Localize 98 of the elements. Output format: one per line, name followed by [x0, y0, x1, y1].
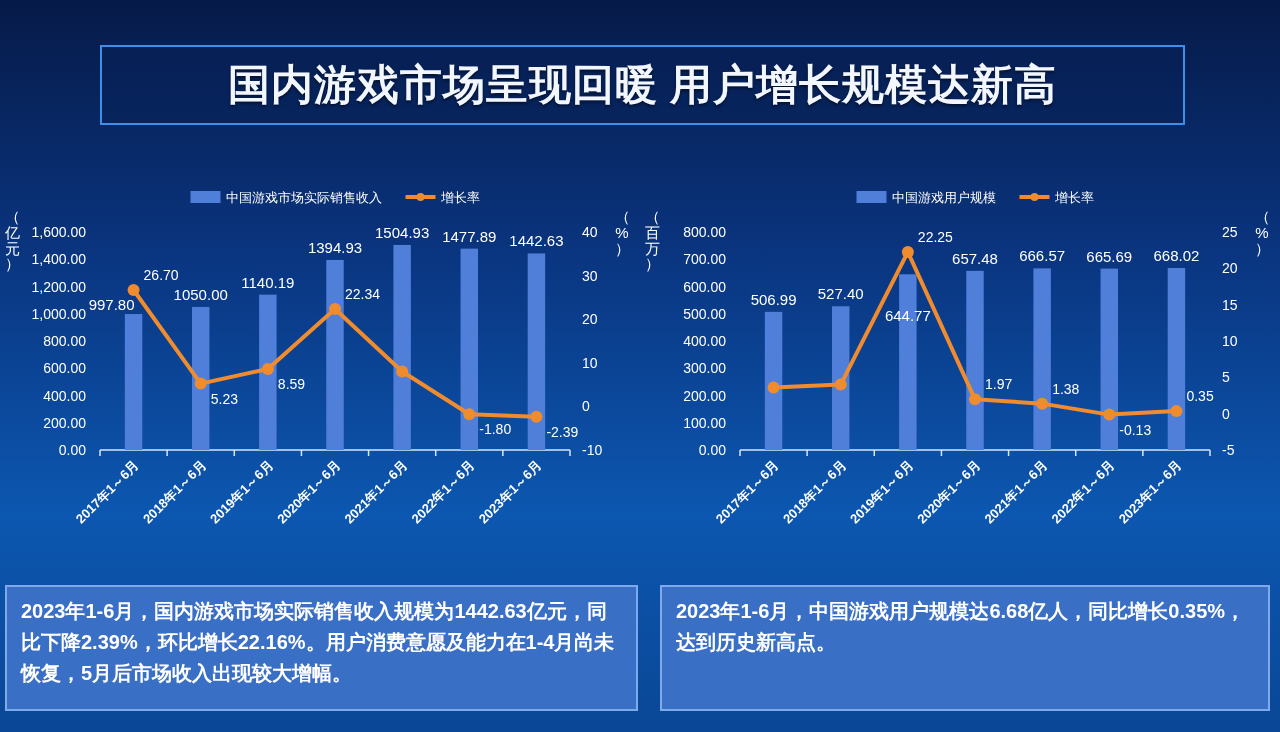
y-tick-label: 400.00 [43, 387, 87, 404]
legend-item: 增长率 [1019, 190, 1094, 205]
text: 国内游戏市场呈现回暖 用户增长规模达新高 [227, 60, 1058, 110]
y-axis-title: （百万） [644, 208, 660, 273]
y-tick-label: 100.00 [683, 414, 727, 431]
y-tick-label: 1,600.00 [31, 224, 87, 240]
y-tick-label: 1,400.00 [31, 251, 87, 268]
y2-tick-label: 10 [582, 354, 598, 371]
point [834, 378, 847, 391]
legend-item: 中国游戏用户规模 [856, 190, 996, 205]
y2-tick-label: -5 [1222, 442, 1235, 458]
bar [527, 253, 546, 450]
bar [1033, 268, 1051, 450]
text: 2023年1-6月，中国游戏用户规模达6.68亿人，同比增长0.35%，达到历史新高点。 [676, 599, 1247, 655]
data-label: 1140.19 [241, 273, 295, 291]
y2-tick-label: 15 [1222, 296, 1238, 313]
y2-axis-title: （%） [614, 208, 630, 257]
y2-tick-label: 40 [582, 224, 598, 240]
data-label: -1.80 [479, 421, 512, 438]
data-label: 997.80 [88, 296, 135, 314]
y2-tick-label: 10 [1222, 333, 1238, 349]
data-label: 8.59 [277, 375, 306, 392]
y2-tick-label: 5 [1222, 369, 1230, 386]
data-label: 5.23 [210, 390, 239, 407]
point [530, 410, 543, 423]
data-label: 22.34 [345, 286, 381, 302]
bar [191, 306, 210, 450]
data-label: 657.48 [952, 249, 998, 267]
y2-axis-title: （%） [1254, 208, 1270, 257]
data-label: 1477.89 [442, 227, 497, 245]
data-label: 527.40 [817, 285, 864, 303]
point [767, 381, 780, 394]
bar [393, 244, 411, 450]
y-tick-label: 1,000.00 [31, 305, 87, 322]
data-label: 506.99 [750, 290, 797, 308]
point [329, 303, 341, 315]
bar [326, 259, 344, 450]
y-tick-label: 700.00 [683, 251, 727, 268]
data-label: 22.25 [917, 228, 954, 245]
data-label: 1050.00 [173, 285, 228, 303]
data-label: 1394.93 [307, 238, 363, 256]
point [396, 365, 409, 378]
data-label: 644.77 [884, 307, 931, 325]
y-tick-label: 800.00 [43, 333, 87, 349]
data-label: 26.70 [143, 266, 179, 283]
y2-tick-label: -10 [582, 442, 603, 458]
point [463, 408, 476, 421]
point [194, 377, 207, 390]
bar [460, 248, 479, 450]
y2-tick-label: 0 [582, 398, 590, 415]
y2-tick-label: 20 [1222, 260, 1238, 277]
y-tick-label: 0.00 [698, 442, 727, 458]
legend-item: 中国游戏市场实际销售收入 [190, 190, 382, 205]
y2-tick-label: 0 [1222, 405, 1230, 422]
point [1170, 405, 1183, 418]
y-tick-label: 800.00 [683, 224, 727, 240]
data-label: 1.38 [1052, 380, 1080, 397]
y-axis-title: （亿元） [3, 208, 20, 273]
bar [1167, 267, 1186, 450]
point [127, 283, 140, 296]
bar [764, 311, 783, 450]
data-label: 668.02 [1153, 246, 1200, 264]
data-label: 1504.93 [375, 223, 430, 241]
y-tick-label: 0.00 [58, 442, 87, 458]
y-tick-label: 200.00 [683, 387, 727, 404]
y2-tick-label: 20 [582, 311, 598, 328]
legend-label: 增长率 [1053, 190, 1094, 205]
text: 2023年1-6月，国内游戏市场实际销售收入规模为1442.63亿元，同比下降2.39%，环比增长22.16%。用户消费意愿及能力在1-4月尚未恢复，5月后市场收入出现较大增幅。 [21, 599, 616, 686]
point [1036, 397, 1049, 410]
legend-item: 增长率 [405, 190, 480, 205]
bar [259, 294, 277, 450]
data-label: 1.97 [985, 376, 1013, 393]
data-label: -0.13 [1119, 421, 1152, 438]
data-label: -2.39 [546, 423, 579, 440]
y2-tick-label: 25 [1222, 224, 1238, 240]
y-tick-label: 300.00 [683, 360, 727, 377]
bar [124, 314, 143, 450]
bar [1100, 268, 1119, 450]
data-label: 665.69 [1086, 247, 1133, 265]
legend-label: 中国游戏市场实际销售收入 [225, 190, 382, 205]
data-label: 1442.63 [509, 232, 564, 250]
legend-label: 增长率 [439, 190, 480, 205]
legend-label: 中国游戏用户规模 [891, 190, 996, 205]
bar [831, 306, 850, 450]
data-label: 0.35 [1186, 388, 1214, 405]
bar [966, 270, 984, 450]
point [261, 362, 274, 375]
y-tick-label: 1,200.00 [31, 278, 87, 295]
y-tick-label: 600.00 [683, 278, 727, 295]
point [1103, 408, 1116, 421]
y-tick-label: 600.00 [43, 360, 87, 377]
y-tick-label: 200.00 [43, 414, 87, 431]
point [969, 393, 981, 406]
y-tick-label: 400.00 [683, 333, 727, 349]
data-label: 666.57 [1019, 247, 1066, 265]
point [901, 245, 914, 258]
y2-tick-label: 30 [582, 267, 598, 284]
y-tick-label: 500.00 [683, 305, 727, 322]
